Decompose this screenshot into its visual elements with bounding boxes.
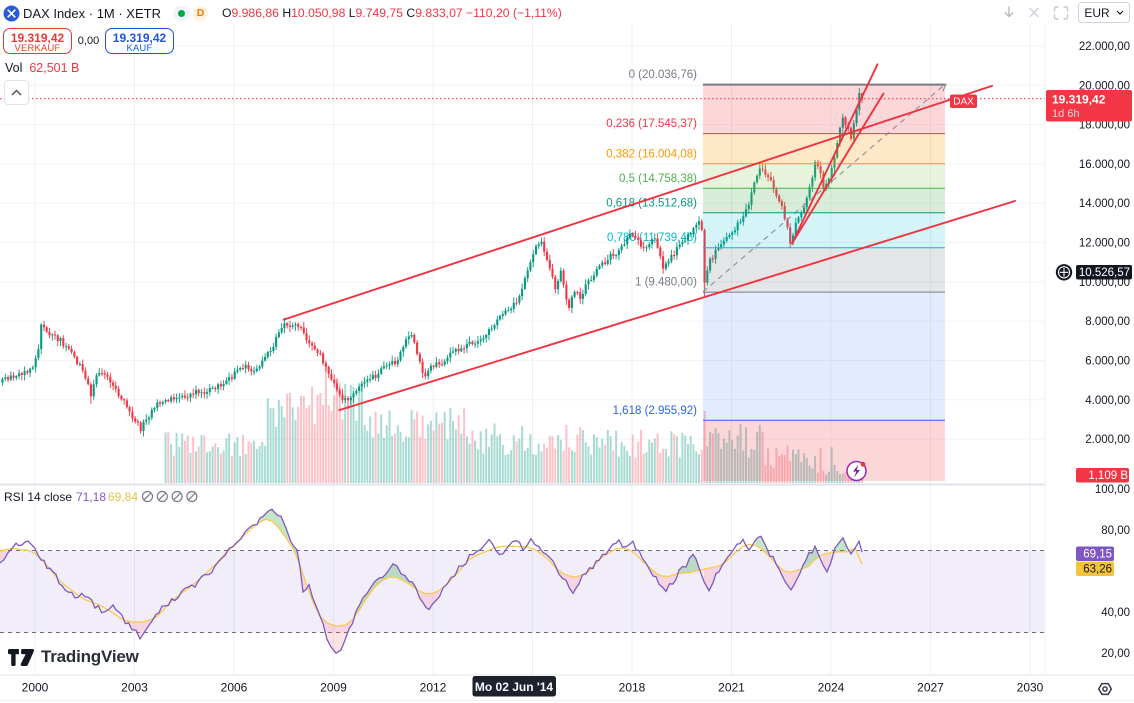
svg-text:71,18: 71,18 (76, 490, 106, 504)
svg-text:2021: 2021 (718, 681, 745, 695)
svg-text:69,15: 69,15 (1083, 549, 1112, 561)
svg-text:Mo 02 Jun '14: Mo 02 Jun '14 (475, 680, 554, 694)
svg-text:10.526,57: 10.526,57 (1079, 267, 1130, 279)
svg-text:2009: 2009 (320, 681, 347, 695)
svg-text:2024: 2024 (818, 681, 845, 695)
svg-text:2.000,00: 2.000,00 (1085, 434, 1130, 446)
svg-text:0,382 (16.004,08): 0,382 (16.004,08) (606, 148, 697, 160)
svg-text:6.000,00: 6.000,00 (1085, 356, 1130, 368)
svg-text:20.000,00: 20.000,00 (1079, 80, 1130, 92)
svg-text:69,84: 69,84 (108, 490, 138, 504)
svg-text:20,00: 20,00 (1101, 648, 1130, 660)
svg-text:63,26: 63,26 (1083, 564, 1112, 576)
svg-text:100,00: 100,00 (1095, 484, 1130, 496)
svg-text:40,00: 40,00 (1101, 607, 1130, 619)
svg-text:4.000,00: 4.000,00 (1085, 395, 1130, 407)
svg-text:2012: 2012 (420, 681, 447, 695)
svg-text:2018: 2018 (619, 681, 646, 695)
svg-text:DAX: DAX (953, 97, 974, 108)
svg-text:8.000,00: 8.000,00 (1085, 316, 1130, 328)
svg-text:1d 6h: 1d 6h (1052, 108, 1080, 120)
svg-text:19.319,42: 19.319,42 (1052, 93, 1106, 107)
svg-text:80,00: 80,00 (1101, 525, 1130, 537)
svg-text:2030: 2030 (1017, 681, 1044, 695)
svg-text:2000: 2000 (22, 681, 49, 695)
svg-text:1,109 B: 1,109 B (1088, 470, 1128, 482)
svg-text:0,5 (14.758,38): 0,5 (14.758,38) (619, 173, 697, 185)
svg-text:16.000,00: 16.000,00 (1079, 159, 1130, 171)
svg-text:22.000,00: 22.000,00 (1079, 41, 1130, 53)
svg-text:RSI 14 close: RSI 14 close (4, 490, 72, 504)
svg-text:2027: 2027 (917, 681, 944, 695)
svg-text:2003: 2003 (121, 681, 148, 695)
svg-text:10.000,00: 10.000,00 (1079, 277, 1130, 289)
svg-text:0,236 (17.545,37): 0,236 (17.545,37) (606, 118, 697, 130)
svg-text:1 (9.480,00): 1 (9.480,00) (635, 277, 697, 289)
svg-text:12.000,00: 12.000,00 (1079, 238, 1130, 250)
svg-text:2006: 2006 (221, 681, 248, 695)
svg-text:18.000,00: 18.000,00 (1079, 120, 1130, 132)
svg-text:14.000,00: 14.000,00 (1079, 198, 1130, 210)
svg-text:1,618 (2.955,92): 1,618 (2.955,92) (613, 405, 698, 417)
svg-text:0 (20.036,76): 0 (20.036,76) (629, 69, 698, 81)
